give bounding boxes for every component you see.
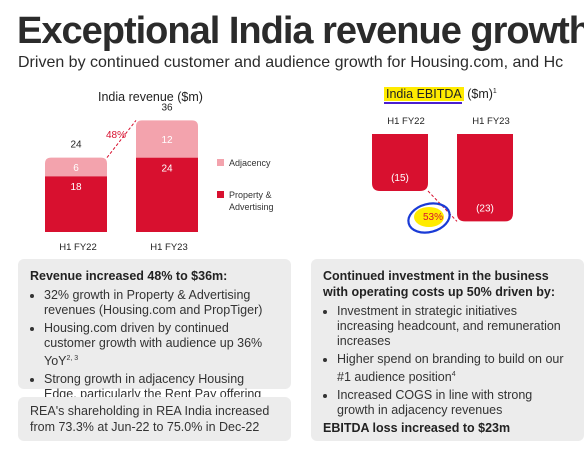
revenue-bullet-2: Housing.com driven by continued customer…	[44, 321, 279, 369]
investment-footer: EBITDA loss increased to $23m	[323, 421, 511, 436]
ebitda-bar	[372, 134, 428, 191]
revenue-growth-connector	[106, 120, 137, 158]
investment-bullet-1: Investment in strategic initiatives incr…	[337, 304, 572, 349]
ebitda-growth-highlight	[414, 207, 444, 227]
legend-property-swatch	[217, 191, 224, 198]
ebitda-title-rest: ($m)	[463, 87, 493, 101]
ebitda-title-footnote: 1	[492, 87, 497, 95]
revenue-chart-title: India revenue ($m)	[98, 90, 203, 104]
revenue-growth-label: 48%	[106, 130, 126, 141]
revenue-bar-adjacency	[45, 157, 107, 177]
investment-box: Continued investment in the business wit…	[311, 259, 584, 441]
legend-property-label-2: Advertising	[229, 202, 274, 212]
revenue-label-property: 18	[70, 182, 82, 193]
page-title: Exceptional India revenue growth	[17, 10, 584, 52]
legend-property-label-1: Property &	[229, 190, 272, 200]
revenue-bullet-1: 32% growth in Property & Advertising rev…	[44, 288, 279, 318]
investment-heading: Continued investment in the business wit…	[323, 269, 555, 299]
investment-bullet-3: Increased COGS in line with strong growt…	[337, 388, 572, 418]
ebitda-title-highlight: India EBITDA	[384, 87, 464, 101]
revenue-total-label: 36	[161, 102, 173, 113]
ebitda-title-underline	[384, 102, 462, 104]
page-subtitle: Driven by continued customer and audienc…	[18, 54, 564, 71]
shareholding-text: REA's shareholding in REA India increase…	[30, 404, 270, 434]
revenue-bar-adjacency	[136, 120, 198, 158]
shareholding-box: REA's shareholding in REA India increase…	[18, 397, 291, 441]
revenue-summary-heading: Revenue increased 48% to $36m:	[30, 269, 228, 283]
ebitda-growth-label: 53%	[423, 212, 443, 223]
ebitda-growth-circle	[407, 202, 451, 234]
revenue-category-label: H1 FY23	[150, 242, 188, 253]
ebitda-chart-title: India EBITDA ($m)1	[384, 87, 497, 104]
revenue-label-property: 24	[161, 164, 173, 175]
revenue-label-adjacency: 6	[73, 163, 79, 174]
revenue-bar-property	[136, 157, 198, 232]
ebitda-category-label: H1 FY23	[472, 116, 510, 127]
revenue-bar-property	[45, 176, 107, 232]
legend-adjacency-swatch	[217, 159, 224, 166]
investment-bullet-2: Higher spend on branding to build on our…	[337, 352, 572, 385]
legend-adjacency-label: Adjacency	[229, 158, 271, 168]
revenue-total-label: 24	[70, 140, 82, 151]
ebitda-category-label: H1 FY22	[387, 116, 425, 127]
ebitda-value-label: (15)	[391, 173, 409, 184]
revenue-summary-box: Revenue increased 48% to $36m: 32% growt…	[18, 259, 291, 401]
ebitda-bar	[457, 134, 513, 222]
revenue-label-adjacency: 12	[161, 135, 173, 146]
ebitda-value-label: (23)	[476, 203, 494, 214]
revenue-category-label: H1 FY22	[59, 242, 97, 253]
